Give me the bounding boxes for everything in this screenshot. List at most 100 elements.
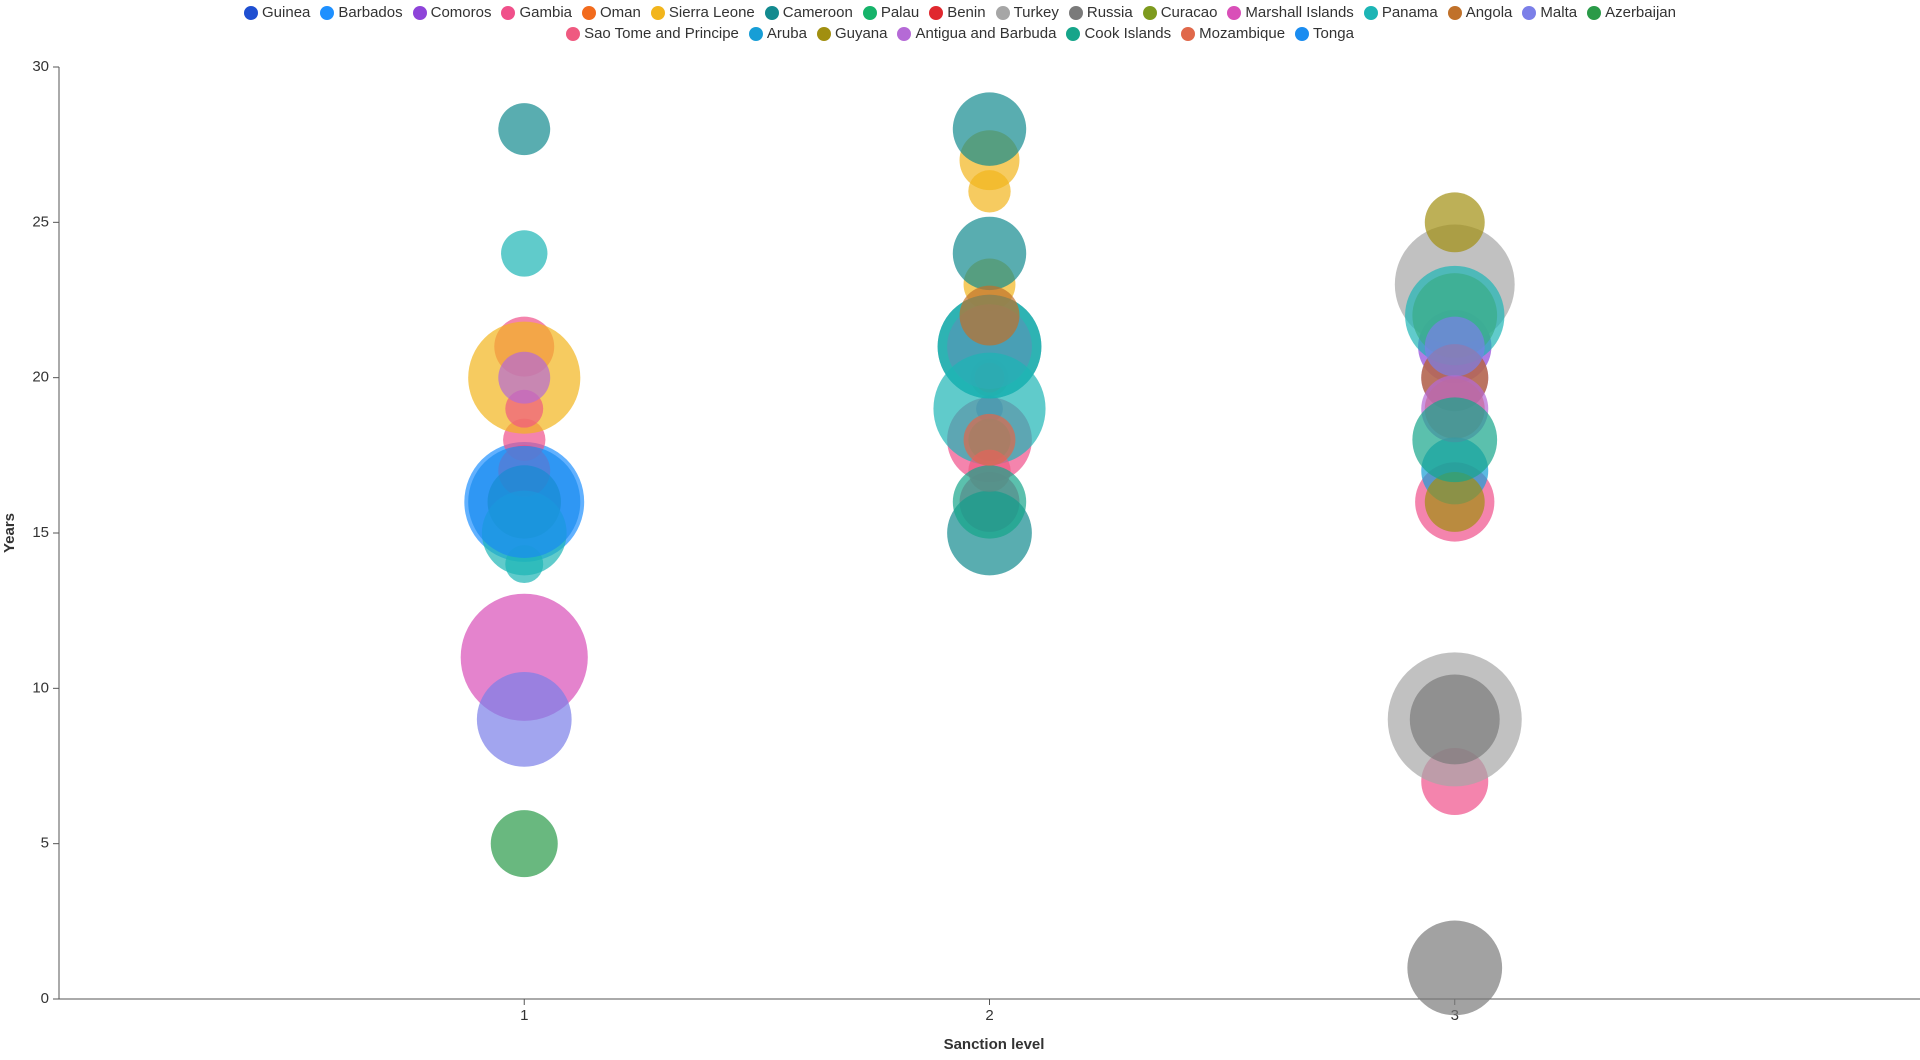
legend-swatch bbox=[566, 26, 581, 41]
legend-swatch bbox=[816, 26, 831, 41]
legend-label: Oman bbox=[600, 4, 641, 21]
legend-label: Mozambique bbox=[1199, 25, 1286, 42]
legend-swatch bbox=[1447, 5, 1462, 20]
legend-item[interactable]: Marshall Islands bbox=[1227, 4, 1354, 21]
bubble bbox=[468, 445, 581, 558]
legend-label: Sierra Leone bbox=[668, 4, 755, 21]
legend-swatch bbox=[748, 26, 763, 41]
legend-label: Curacao bbox=[1160, 4, 1218, 21]
legend-item[interactable]: Sao Tome and Principe bbox=[566, 25, 739, 42]
legend-swatch bbox=[1522, 5, 1537, 20]
legend-item[interactable]: Benin bbox=[929, 4, 986, 21]
legend-label: Barbados bbox=[338, 4, 403, 21]
legend-swatch bbox=[1066, 26, 1081, 41]
legend-item[interactable]: Comoros bbox=[412, 4, 492, 21]
legend-label: Turkey bbox=[1013, 4, 1059, 21]
legend-swatch bbox=[862, 5, 877, 20]
legend-swatch bbox=[995, 5, 1010, 20]
legend-label: Cook Islands bbox=[1084, 25, 1172, 42]
legend-item[interactable]: Curacao bbox=[1142, 4, 1218, 21]
legend-item[interactable]: Malta bbox=[1522, 4, 1577, 21]
legend-item[interactable]: Palau bbox=[862, 4, 920, 21]
legend-label: Tonga bbox=[1313, 25, 1354, 42]
legend-swatch bbox=[1068, 5, 1083, 20]
bubble bbox=[501, 230, 548, 277]
legend-swatch bbox=[764, 5, 779, 20]
legend-label: Sao Tome and Principe bbox=[584, 25, 739, 42]
legend-item[interactable]: Guyana bbox=[816, 25, 888, 42]
legend-swatch bbox=[1181, 26, 1196, 41]
legend-swatch bbox=[501, 5, 516, 20]
legend-label: Guinea bbox=[262, 4, 311, 21]
y-axis-label: Years bbox=[1, 513, 18, 553]
legend-label: Palau bbox=[880, 4, 920, 21]
bubble bbox=[476, 672, 572, 767]
legend-swatch bbox=[650, 5, 665, 20]
legend-label: Comoros bbox=[430, 4, 492, 21]
bubble bbox=[498, 351, 551, 404]
legend-label: Marshall Islands bbox=[1245, 4, 1354, 21]
legend-swatch bbox=[1295, 26, 1310, 41]
bubble bbox=[959, 285, 1020, 346]
y-tick-label: 20 bbox=[32, 369, 49, 386]
x-tick-label: 2 bbox=[985, 1007, 993, 1024]
legend-item[interactable]: Guinea bbox=[244, 4, 310, 21]
bubble bbox=[498, 103, 551, 156]
legend-label: Antigua and Barbuda bbox=[915, 25, 1057, 42]
legend-swatch bbox=[1363, 5, 1378, 20]
legend: Guinea Barbados Comoros Gambia Oman Sierra Le… bbox=[220, 2, 1700, 44]
bubble bbox=[1407, 920, 1503, 1016]
legend-swatch bbox=[897, 26, 912, 41]
legend-item[interactable]: Turkey bbox=[995, 4, 1059, 21]
bubble bbox=[952, 216, 1027, 291]
legend-label: Panama bbox=[1381, 4, 1438, 21]
legend-swatch bbox=[412, 5, 427, 20]
legend-item[interactable]: Antigua and Barbuda bbox=[897, 25, 1056, 42]
legend-item[interactable]: Oman bbox=[582, 4, 641, 21]
bubble bbox=[1424, 192, 1485, 253]
legend-swatch bbox=[1142, 5, 1157, 20]
x-tick-label: 3 bbox=[1451, 1007, 1459, 1024]
legend-item[interactable]: Mozambique bbox=[1181, 25, 1285, 42]
y-tick-label: 30 bbox=[32, 58, 49, 75]
bubble bbox=[1409, 674, 1500, 765]
y-tick-label: 0 bbox=[41, 990, 49, 1007]
bubble bbox=[952, 92, 1027, 166]
legend-item[interactable]: Gambia bbox=[501, 4, 572, 21]
bubble bbox=[963, 413, 1016, 466]
y-tick-label: 25 bbox=[32, 213, 49, 230]
x-tick-label: 1 bbox=[520, 1007, 528, 1024]
legend-item[interactable]: Aruba bbox=[748, 25, 807, 42]
legend-swatch bbox=[1227, 5, 1242, 20]
y-tick-label: 5 bbox=[41, 835, 49, 852]
legend-item[interactable]: Russia bbox=[1068, 4, 1133, 21]
bubble bbox=[1412, 397, 1498, 483]
legend-label: Malta bbox=[1540, 4, 1578, 21]
bubble bbox=[1424, 471, 1485, 532]
legend-label: Azerbaijan bbox=[1605, 4, 1676, 21]
legend-item[interactable]: Panama bbox=[1363, 4, 1438, 21]
legend-label: Russia bbox=[1086, 4, 1133, 21]
legend-item[interactable]: Tonga bbox=[1295, 25, 1354, 42]
legend-label: Guyana bbox=[834, 25, 888, 42]
legend-label: Gambia bbox=[519, 4, 572, 21]
legend-label: Aruba bbox=[766, 25, 807, 42]
legend-item[interactable]: Azerbaijan bbox=[1587, 4, 1676, 21]
legend-item[interactable]: Angola bbox=[1447, 4, 1513, 21]
legend-item[interactable]: Cameroon bbox=[764, 4, 853, 21]
bubble bbox=[952, 465, 1027, 539]
legend-item[interactable]: Barbados bbox=[320, 4, 403, 21]
legend-item[interactable]: Cook Islands bbox=[1066, 25, 1171, 42]
legend-swatch bbox=[1587, 5, 1602, 20]
y-tick-label: 15 bbox=[32, 524, 49, 541]
legend-label: Angola bbox=[1465, 4, 1513, 21]
legend-swatch bbox=[929, 5, 944, 20]
legend-item[interactable]: Sierra Leone bbox=[650, 4, 755, 21]
y-tick-label: 10 bbox=[32, 679, 49, 696]
bubble bbox=[968, 170, 1011, 213]
legend-swatch bbox=[244, 5, 259, 20]
x-axis-label: Sanction level bbox=[944, 1036, 1045, 1053]
bubble bbox=[490, 810, 558, 878]
